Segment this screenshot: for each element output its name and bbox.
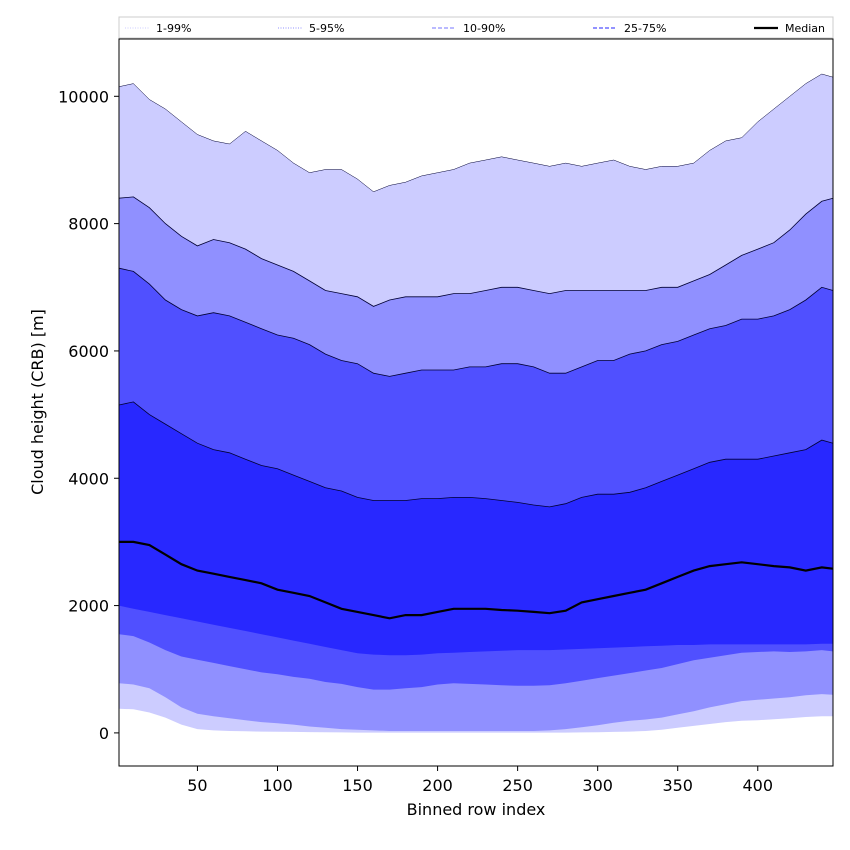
y-tick-label: 0 (99, 724, 109, 743)
percentile-bands (119, 74, 833, 733)
y-tick-label: 8000 (68, 215, 109, 234)
band-25-75%-area (119, 401, 833, 656)
y-tick-label: 2000 (68, 597, 109, 616)
x-tick-label: 250 (502, 776, 533, 795)
x-tick-label: 100 (262, 776, 293, 795)
x-tick-label: 350 (662, 776, 693, 795)
band-10-90%-upper-line (118, 267, 834, 377)
x-tick-label: 50 (187, 776, 207, 795)
y-tick-label: 10000 (58, 87, 109, 106)
x-tick-label: 300 (582, 776, 613, 795)
median-line-group (119, 540, 834, 620)
legend-label: 25-75% (624, 22, 666, 35)
legend-label: 5-95% (309, 22, 344, 35)
y-tick-label: 4000 (68, 469, 109, 488)
band-boundary-lines (118, 73, 834, 508)
median-line (119, 540, 834, 620)
band-5-95%-upper-line (118, 196, 834, 307)
legend: 1-99% 5-95% 10-90% 25-75% Median (118, 16, 834, 39)
x-tick-label: 150 (342, 776, 373, 795)
band-25-75%-upper-line (118, 401, 834, 508)
legend-label: 10-90% (463, 22, 505, 35)
x-tick-label: 400 (742, 776, 773, 795)
y-axis-label: Cloud height (CRB) [m] (28, 309, 47, 495)
x-axis-label: Binned row index (407, 800, 546, 819)
legend-label: Median (785, 22, 825, 35)
y-axis: 0 2000 4000 6000 8000 10000 (58, 87, 119, 743)
legend-box (118, 16, 834, 39)
x-tick-label: 200 (422, 776, 453, 795)
band-1-99%-upper-line (118, 73, 834, 193)
x-axis: 50 100 150 200 250 300 350 400 (187, 766, 773, 795)
plot-frame (118, 38, 834, 767)
y-tick-label: 6000 (68, 342, 109, 361)
legend-label: 1-99% (156, 22, 191, 35)
